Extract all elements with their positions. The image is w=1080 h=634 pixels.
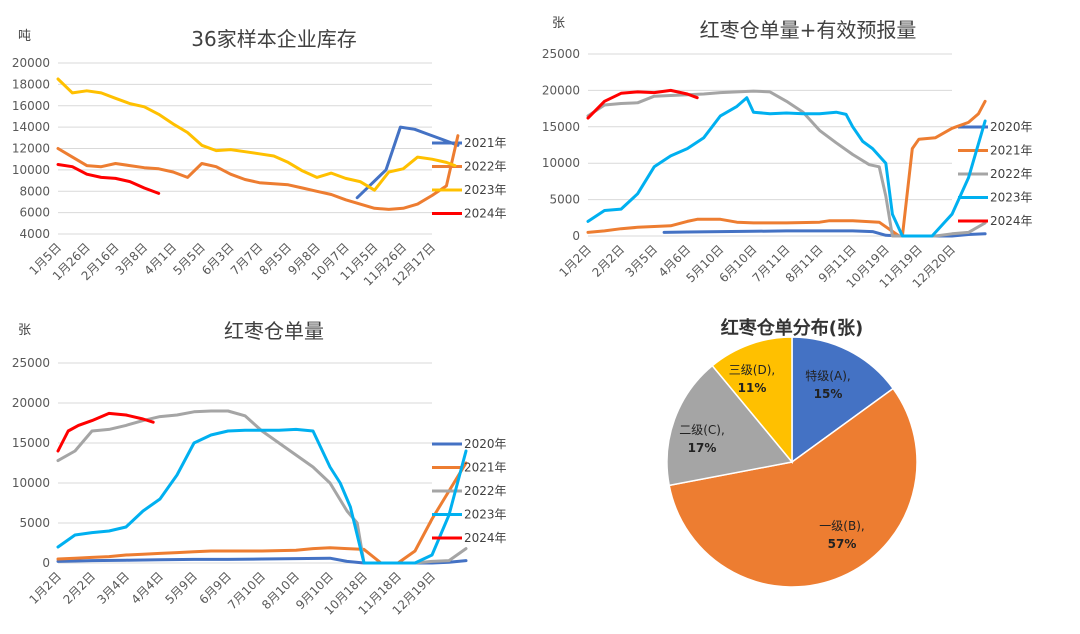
- pie-slice-1: [791, 336, 895, 464]
- pie-slice-percent: 15%: [814, 387, 843, 401]
- pie-slice-percent: 17%: [688, 441, 717, 455]
- pie-slice-2: [668, 387, 918, 588]
- chart-title: 红枣仓单量+有效预报量: [700, 18, 917, 42]
- unit-label: 张: [552, 16, 565, 31]
- pie-slice-label: 二级(C),: [679, 423, 725, 437]
- series-line-2022年: [56, 409, 468, 565]
- line-chart-1: 4000 6000 8000 10000 12000 14000 16000 18000 200…: [12, 27, 507, 289]
- legend-label: 2023年: [990, 191, 1033, 205]
- pie-slice-label: 特级(A),: [805, 368, 850, 383]
- x-tick-label: 3月5日: [623, 242, 661, 280]
- y-tick-label: 25000: [12, 356, 50, 370]
- legend-label: 2022年: [990, 167, 1033, 181]
- y-tick-label: 0: [572, 229, 580, 243]
- series-line-2023年: [586, 96, 987, 238]
- x-tick-label: 2月2日: [590, 242, 628, 280]
- legend-label: 2022年: [464, 160, 507, 174]
- y-tick-label: 10000: [542, 156, 580, 170]
- y-tick-label: 16000: [12, 99, 50, 113]
- y-tick-label: 5000: [19, 516, 50, 530]
- unit-label: 吨: [18, 29, 31, 44]
- legend-label: 2024年: [464, 207, 507, 221]
- pie-slice-percent: 57%: [828, 537, 857, 551]
- series-line-2022年: [56, 134, 460, 211]
- y-tick-label: 20000: [12, 396, 50, 410]
- legend-label: 2021年: [464, 136, 507, 150]
- pie-slice-3: [666, 364, 794, 487]
- y-tick-label: 20000: [542, 83, 580, 97]
- pie-chart: 红枣仓单分布(张) 特级(A), 15% 一级(B), 57% 二级(C), 17% 三级(D…: [666, 317, 918, 588]
- legend-label: 2021年: [990, 144, 1033, 158]
- pie-slice-percent: 11%: [738, 381, 767, 395]
- y-tick-label: 4000: [19, 227, 50, 241]
- legend-label: 2024年: [464, 531, 507, 545]
- y-tick-label: 12000: [12, 142, 50, 156]
- x-tick-label: 1月2日: [556, 242, 594, 280]
- series-line-2023年: [56, 77, 457, 192]
- y-tick-label: 15000: [542, 120, 580, 134]
- chart-title: 红枣仓单量: [224, 319, 324, 343]
- legend-label: 2024年: [990, 214, 1033, 228]
- legend-label: 2023年: [464, 508, 507, 522]
- y-tick-label: 10000: [12, 476, 50, 490]
- legend-label: 2020年: [990, 120, 1033, 134]
- legend-label: 2023年: [464, 183, 507, 197]
- y-tick-label: 14000: [12, 120, 50, 134]
- series-line-2021年: [355, 125, 460, 200]
- series-line-2024年: [586, 88, 699, 120]
- pie-slice-4: [711, 336, 793, 465]
- y-tick-label: 6000: [19, 206, 50, 220]
- pie-slice-label: 一级(B),: [819, 519, 864, 533]
- y-tick-label: 5000: [549, 193, 580, 207]
- legend-label: 2022年: [464, 484, 507, 498]
- series-line-2024年: [56, 163, 161, 195]
- x-tick-label: 2月2日: [60, 569, 98, 607]
- x-tick-label: 1月2日: [26, 569, 64, 607]
- y-tick-label: 10000: [12, 163, 50, 177]
- line-chart-3: 0 5000 10000 15000 20000 25000 1月2日2月2日3月4日4月4…: [12, 319, 507, 618]
- y-tick-label: 0: [42, 556, 50, 570]
- pie-title: 红枣仓单分布(张): [721, 317, 863, 339]
- series-line-2021年: [586, 99, 987, 238]
- series-line-2021年: [56, 461, 468, 565]
- y-tick-label: 25000: [542, 47, 580, 61]
- y-tick-label: 20000: [12, 56, 50, 70]
- y-tick-label: 8000: [19, 184, 50, 198]
- unit-label: 张: [18, 323, 31, 338]
- legend-label: 2021年: [464, 461, 507, 475]
- series-line-2024年: [56, 411, 155, 453]
- x-tick-label: 4月4日: [128, 569, 166, 607]
- line-chart-2: 05000100001500020000250001月2日2月2日3月5日4月6…: [542, 16, 1033, 291]
- y-tick-label: 18000: [12, 77, 50, 91]
- x-tick-label: 5月9日: [162, 569, 200, 607]
- chart-title: 36家样本企业库存: [191, 27, 356, 51]
- series-line-2023年: [56, 427, 468, 565]
- legend-label: 2020年: [464, 437, 507, 451]
- pie-slice-label: 三级(D),: [729, 363, 775, 377]
- y-tick-label: 15000: [12, 436, 50, 450]
- x-tick-label: 3月4日: [94, 569, 132, 607]
